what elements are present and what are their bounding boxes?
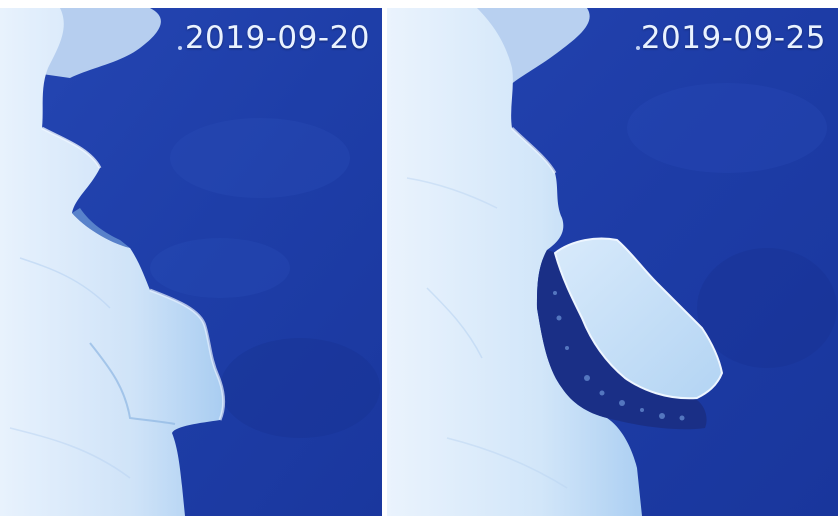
satellite-image-after <box>387 8 838 516</box>
ice-shelf <box>387 8 642 516</box>
date-label-after: 2019-09-25 <box>640 20 826 56</box>
satellite-panel-before: 2019-09-20 <box>0 8 382 516</box>
map-marker-icon <box>178 46 182 50</box>
iceberg <box>553 237 724 400</box>
date-label-before: 2019-09-20 <box>184 20 370 56</box>
satellite-panel-after: 2019-09-25 <box>387 8 838 516</box>
rift-gap <box>537 250 707 430</box>
map-marker-icon <box>636 46 640 50</box>
satellite-image-before <box>0 8 382 516</box>
